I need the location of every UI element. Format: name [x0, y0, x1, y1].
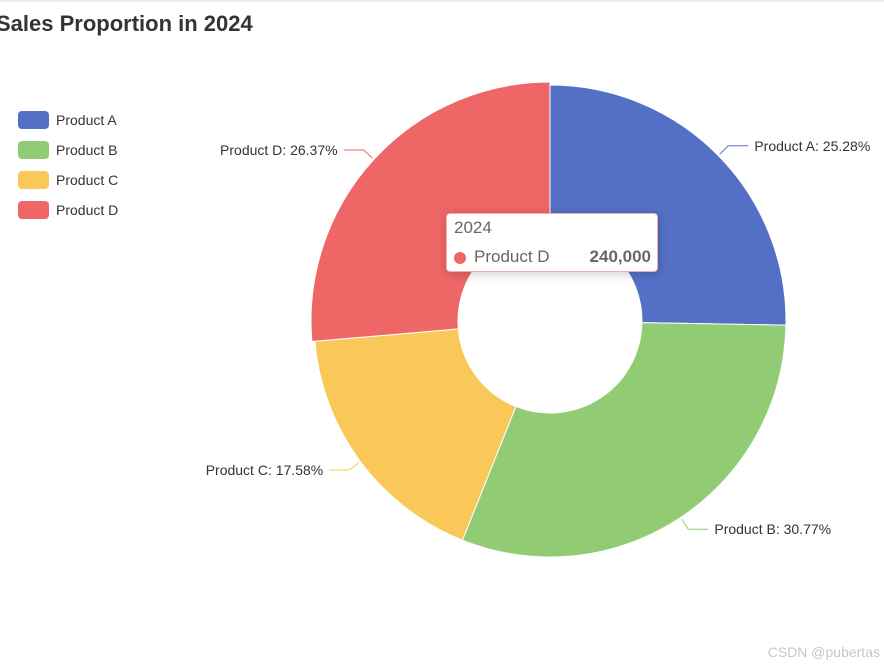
legend-swatch [18, 141, 49, 159]
slice-label: Product A: 25.28% [754, 138, 870, 154]
label-leader-line [681, 518, 709, 530]
legend-item-product-a[interactable]: Product A [18, 110, 118, 130]
legend: Product A Product B Product C Product D [18, 110, 118, 230]
legend-label: Product D [56, 202, 119, 218]
legend-label: Product A [56, 112, 117, 128]
tooltip: 2024 Product D 240,000 [446, 213, 658, 272]
slice-label: Product C: 17.58% [206, 462, 324, 478]
slice-label: Product D: 26.37% [220, 142, 338, 158]
pie-slice-product-d[interactable] [310, 81, 551, 343]
tooltip-value: 240,000 [589, 247, 651, 266]
tooltip-series-name: Product D [474, 247, 550, 266]
legend-item-product-b[interactable]: Product B [18, 140, 118, 160]
legend-label: Product C [56, 172, 119, 188]
label-leader-line [719, 145, 749, 155]
tooltip-marker-icon [454, 252, 466, 264]
top-divider [0, 0, 884, 2]
legend-swatch [18, 111, 49, 129]
legend-swatch [18, 171, 49, 189]
pie-slice-product-a[interactable] [549, 84, 787, 326]
legend-label: Product B [56, 142, 118, 158]
pie-slice-product-c[interactable] [314, 328, 517, 541]
tooltip-title: 2024 [454, 218, 492, 237]
watermark: CSDN @pubertas [767, 644, 880, 660]
legend-item-product-d[interactable]: Product D [18, 200, 118, 220]
pie-slice-product-b[interactable] [461, 322, 787, 558]
legend-item-product-c[interactable]: Product C [18, 170, 118, 190]
slice-label: Product B: 30.77% [714, 521, 831, 537]
chart-title: Sales Proportion in 2024 [0, 11, 253, 36]
label-leader-line [329, 462, 360, 471]
label-leader-line [343, 149, 373, 159]
legend-swatch [18, 201, 49, 219]
